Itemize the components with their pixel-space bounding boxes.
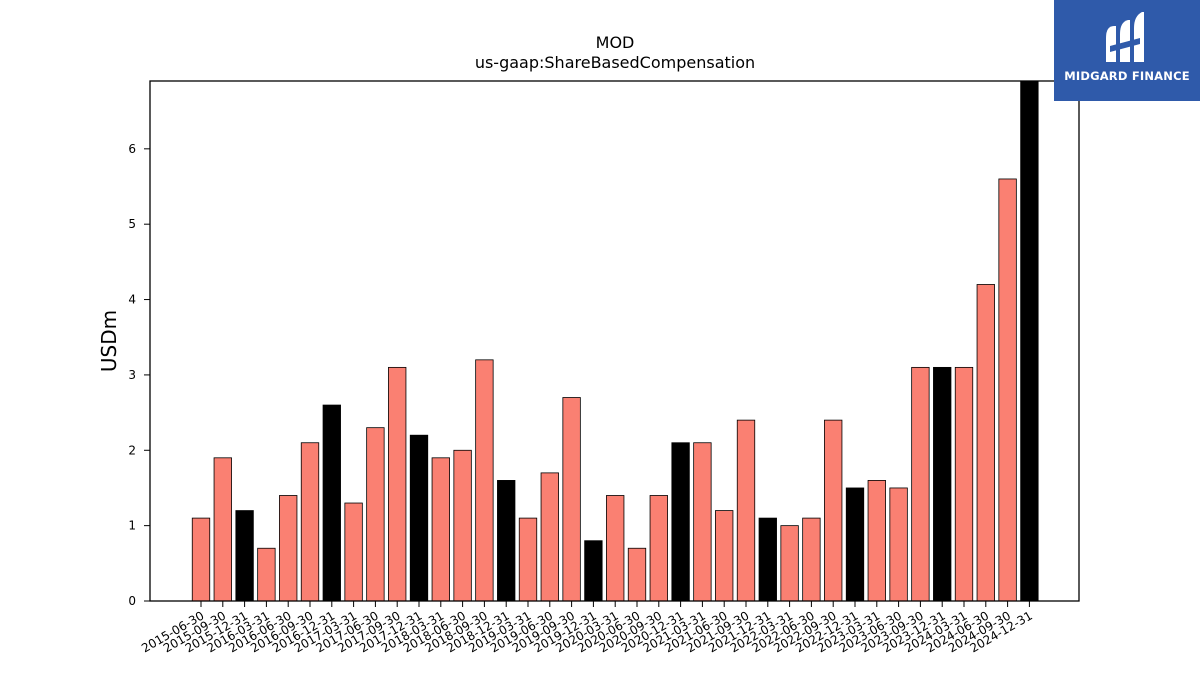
- bar-2024-12-31: [1020, 80, 1039, 602]
- y-tick-label: 5: [128, 217, 136, 231]
- bar-2020-06-30: [627, 547, 647, 602]
- y-tick-label: 1: [128, 519, 136, 533]
- y-tick-label: 4: [128, 293, 136, 307]
- bar-2016-12-31: [322, 404, 341, 602]
- chart-title: MOD: [596, 33, 635, 52]
- y-tick-label: 0: [128, 594, 136, 608]
- bar-2017-06-30: [366, 427, 385, 602]
- bar-2015-09-30: [213, 457, 232, 602]
- bar-2016-03-31: [257, 547, 276, 602]
- bar-2019-12-31: [584, 540, 603, 602]
- brand-name: MIDGARD FINANCE: [1064, 69, 1190, 83]
- bar-2020-09-30: [649, 495, 668, 602]
- bar-2016-09-30: [300, 442, 320, 602]
- plot-frame: [149, 80, 1080, 602]
- bar-2018-12-31: [497, 480, 516, 602]
- bar-2022-03-31: [780, 525, 799, 602]
- bar-2019-03-31: [518, 517, 538, 602]
- midgard-logo-icon: [1106, 12, 1144, 62]
- bar-2016-06-30: [279, 495, 298, 602]
- bar-2018-09-30: [475, 359, 494, 602]
- bar-2022-12-31: [845, 487, 865, 602]
- bar-2017-09-30: [388, 366, 407, 602]
- bar-2021-12-31: [758, 517, 777, 602]
- brand-logo: MIDGARD FINANCE: [1054, 0, 1200, 101]
- bar-2019-06-30: [540, 472, 559, 602]
- bar-2021-03-31: [693, 442, 712, 602]
- bar-2018-06-30: [453, 449, 472, 602]
- y-tick-label: 3: [128, 368, 136, 382]
- bar-2019-09-30: [562, 397, 581, 602]
- bar-2017-03-31: [344, 502, 363, 602]
- y-tick-label: 2: [128, 443, 136, 457]
- x-axis-ticks: 2015-06-302015-09-302015-12-312016-03-31…: [139, 601, 1035, 655]
- bar-2023-09-30: [911, 366, 930, 602]
- bar-2015-12-31: [235, 510, 254, 602]
- y-axis-ticks: 0 1 2 3 4 5 6: [128, 142, 150, 608]
- bar-2021-09-30: [736, 419, 756, 602]
- bars-group: [191, 80, 1039, 602]
- y-axis-label: USDm: [97, 310, 121, 372]
- bar-2022-09-30: [824, 419, 843, 602]
- bar-2021-06-30: [715, 510, 734, 602]
- bar-2020-12-31: [671, 442, 690, 602]
- bar-2018-03-31: [431, 457, 450, 602]
- bar-2020-03-31: [606, 495, 625, 602]
- bar-2023-06-30: [889, 487, 908, 602]
- bar-2024-06-30: [976, 284, 995, 602]
- bar-2023-03-31: [867, 480, 886, 602]
- bar-2023-12-31: [933, 366, 952, 602]
- y-tick-label: 6: [128, 142, 136, 156]
- chart-subtitle: us-gaap:ShareBasedCompensation: [475, 53, 755, 72]
- bar-2022-06-30: [802, 517, 821, 602]
- bar-2024-03-31: [954, 366, 974, 602]
- bar-2017-12-31: [409, 434, 429, 602]
- bar-2024-09-30: [998, 178, 1017, 602]
- bar-2015-06-30: [191, 517, 211, 602]
